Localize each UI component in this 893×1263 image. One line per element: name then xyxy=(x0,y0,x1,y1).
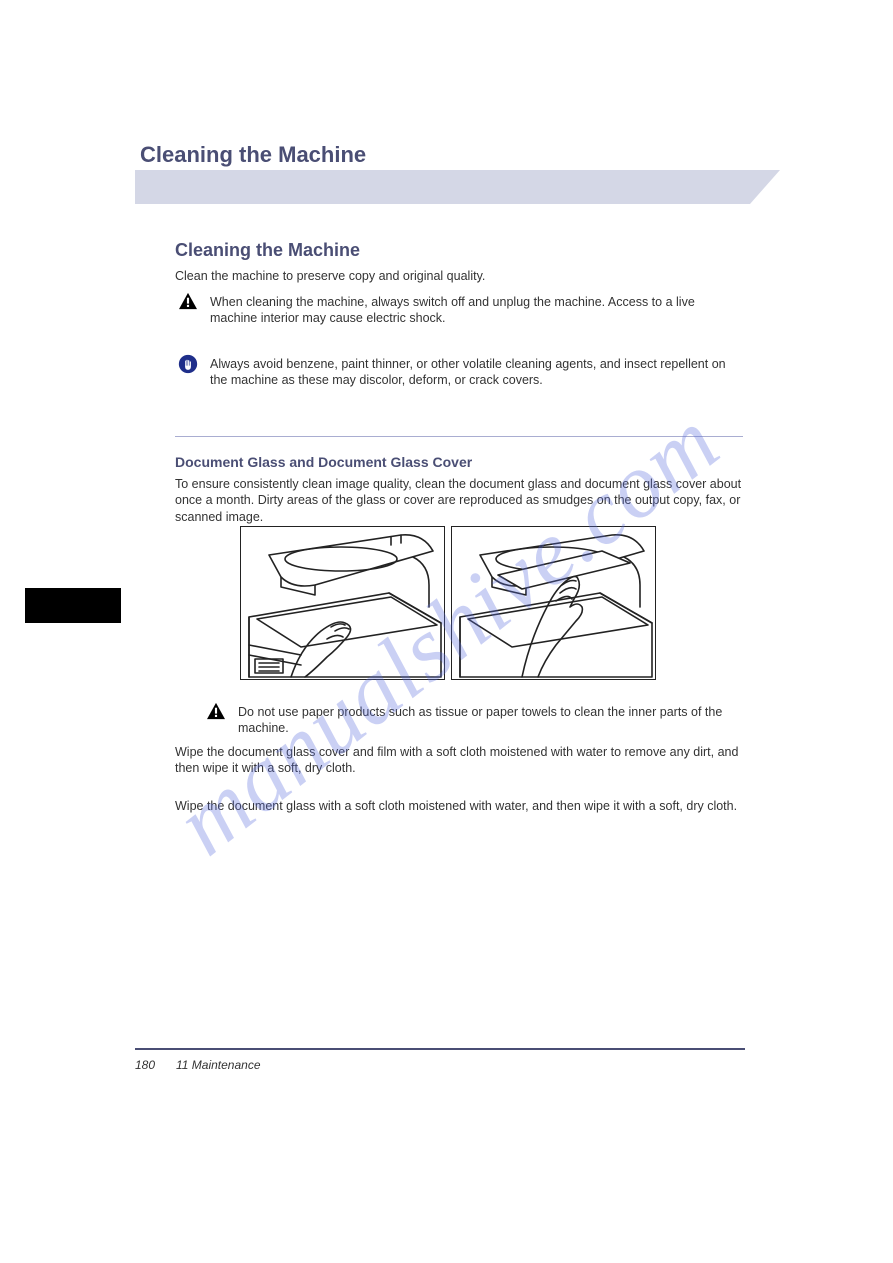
footer-rule xyxy=(135,1048,745,1050)
figure-clean-glass xyxy=(240,526,445,680)
chapter-title: Cleaning the Machine xyxy=(140,142,366,168)
figure-clean-cover xyxy=(451,526,656,680)
lead-paragraph: Clean the machine to preserve copy and o… xyxy=(175,268,740,284)
paragraph-end: Wipe the document glass with a soft clot… xyxy=(175,798,745,814)
section-title: Cleaning the Machine xyxy=(175,240,360,261)
page-number: 180 xyxy=(135,1058,155,1072)
warning-text: When cleaning the machine, always switch… xyxy=(210,294,740,327)
paragraph-glass: To ensure consistently clean image quali… xyxy=(175,476,745,525)
subsection-title: Document Glass and Document Glass Cover xyxy=(175,454,472,470)
section-header-bar xyxy=(135,170,750,204)
stop-hand-icon xyxy=(178,354,198,379)
section-divider xyxy=(175,436,743,437)
paragraph-film: Wipe the document glass cover and film w… xyxy=(175,744,745,777)
important-text: Always avoid benzene, paint thinner, or … xyxy=(210,356,740,389)
warning-triangle-icon xyxy=(178,292,198,315)
chapter-side-tab xyxy=(25,588,121,623)
warning-triangle-icon xyxy=(206,702,226,725)
figure-row xyxy=(240,526,660,682)
warning-text-2: Do not use paper products such as tissue… xyxy=(238,704,743,737)
footer-chapter-label: 11 Maintenance xyxy=(176,1058,261,1072)
